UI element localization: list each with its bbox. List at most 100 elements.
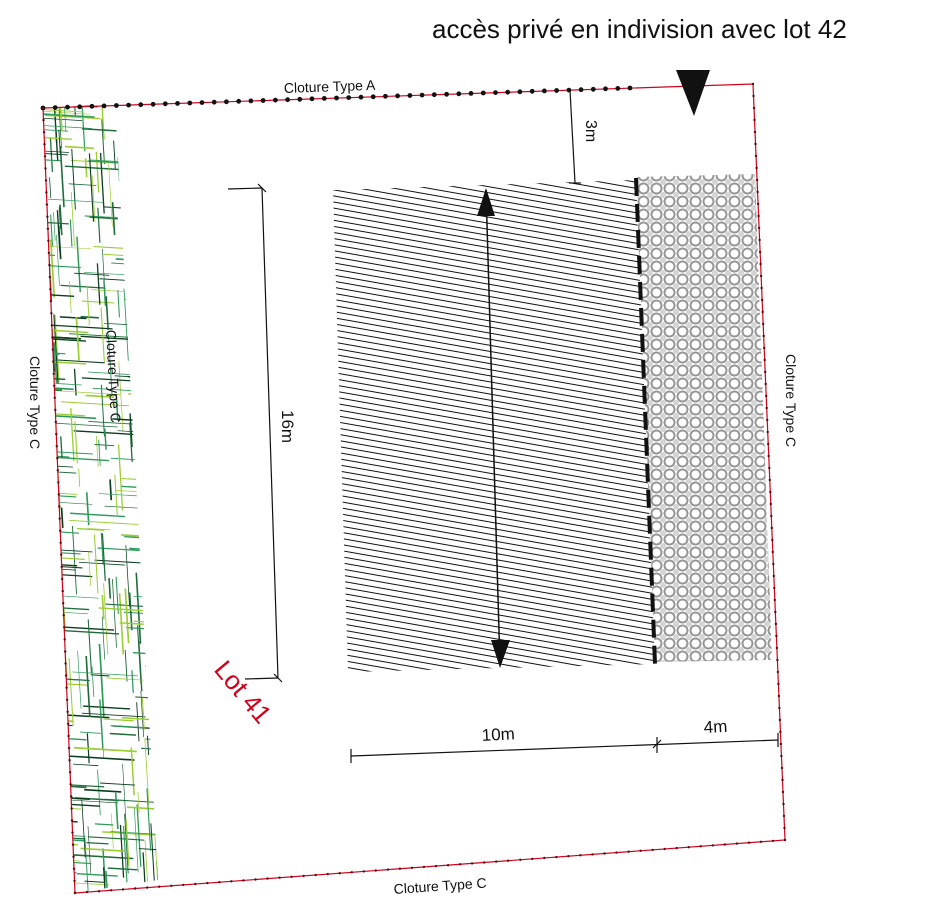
fence-post (779, 730, 782, 734)
fence-post (772, 574, 775, 578)
vegetation-stroke (114, 104, 120, 132)
fence-post (495, 860, 498, 863)
vegetation-stroke (43, 328, 89, 334)
fence-post (711, 844, 714, 847)
fence-post (480, 90, 486, 96)
fence-post (386, 868, 390, 871)
fence-post (760, 286, 763, 290)
vegetation-stroke (85, 394, 115, 399)
vegetation-stroke (71, 148, 76, 210)
fence-post (422, 865, 426, 869)
vegetation-stroke (87, 826, 92, 874)
fence-post (775, 646, 779, 650)
vegetation-stroke (43, 571, 46, 604)
vegetation-stroke (70, 191, 75, 247)
vegetation-stroke (132, 372, 151, 375)
vegetation-stroke (80, 731, 101, 734)
vegetation-stroke (115, 394, 119, 421)
fence-post (603, 852, 606, 855)
fence-post (769, 490, 772, 494)
vegetation-stroke (133, 620, 158, 626)
fence-post (46, 227, 50, 230)
fence-post (765, 406, 768, 410)
vegetation-stroke (97, 207, 101, 243)
vegetation-stroke (76, 236, 82, 293)
fence-post (58, 517, 61, 520)
vegetation-stroke (141, 224, 147, 286)
vegetation-stroke (87, 160, 158, 166)
vegetation-stroke (103, 280, 106, 306)
vegetation-stroke (56, 234, 60, 286)
fence-post (242, 879, 245, 882)
vegetation-stroke (106, 677, 144, 681)
fence-post (56, 469, 59, 472)
vegetation-stroke (46, 682, 66, 685)
vegetation-stroke (110, 813, 114, 849)
fence-post (66, 710, 69, 713)
fence-post (768, 466, 771, 470)
vegetation-stroke (43, 293, 75, 298)
vegetation-stroke (157, 395, 158, 439)
vegetation-stroke (59, 204, 63, 236)
vegetation-stroke (97, 547, 158, 553)
fence-post (70, 807, 73, 810)
fence-post (362, 870, 365, 873)
fence-post (735, 842, 739, 845)
fence-post (48, 263, 51, 267)
fence-post (615, 86, 621, 91)
vegetation-stroke (134, 238, 140, 296)
fence-post (297, 96, 303, 102)
vegetation-stroke (137, 792, 140, 814)
vegetation-stroke (43, 109, 90, 115)
fence-post (579, 854, 582, 857)
vegetation-stroke (140, 184, 144, 227)
vegetation-stroke (43, 351, 66, 355)
vegetation-stroke (98, 493, 158, 498)
fence-post (278, 876, 281, 879)
vegetation-stroke (128, 592, 133, 631)
fence-post (206, 881, 209, 885)
vegetation-stroke (100, 307, 105, 363)
fence-post (309, 96, 315, 102)
vegetation-stroke (43, 646, 63, 650)
vegetation-stroke (69, 219, 73, 247)
vegetation-stroke (58, 772, 62, 813)
fence-post (71, 831, 74, 834)
fence-post (651, 848, 654, 852)
fence-post (754, 142, 757, 146)
vegetation-stroke (117, 444, 124, 511)
house-footprint (333, 180, 655, 672)
fence-post (175, 101, 180, 106)
fence-post (756, 202, 760, 206)
fence-post (753, 130, 757, 134)
vegetation-stroke (123, 237, 143, 241)
fence-post (458, 863, 462, 866)
vegetation-stroke (111, 262, 158, 267)
fence-post (57, 481, 60, 484)
vegetation-stroke (57, 568, 62, 635)
fence-post (763, 346, 766, 350)
fence-post (69, 795, 73, 798)
fence-post (554, 88, 559, 93)
access-arrow-icon (676, 70, 710, 116)
fence-post (69, 783, 72, 786)
vegetation-stroke (132, 204, 137, 242)
vegetation-stroke (43, 335, 81, 340)
vegetation-stroke (136, 702, 140, 742)
vegetation-stroke (43, 609, 89, 615)
vegetation-stroke (76, 872, 118, 877)
fence-post (773, 598, 776, 602)
vegetation-stroke (121, 717, 158, 721)
fence-post (60, 553, 63, 556)
vegetation-stroke (131, 281, 138, 344)
vegetation-stroke (83, 705, 131, 710)
vegetation-stroke (101, 119, 105, 165)
fence-post (52, 105, 58, 110)
vegetation-stroke (44, 596, 47, 627)
fence-post (771, 839, 775, 843)
vegetation-stroke (113, 140, 116, 169)
vegetation-stroke (43, 578, 56, 582)
vegetation-stroke (59, 146, 65, 208)
vegetation-stroke (103, 322, 158, 328)
vegetation-stroke (136, 804, 142, 867)
